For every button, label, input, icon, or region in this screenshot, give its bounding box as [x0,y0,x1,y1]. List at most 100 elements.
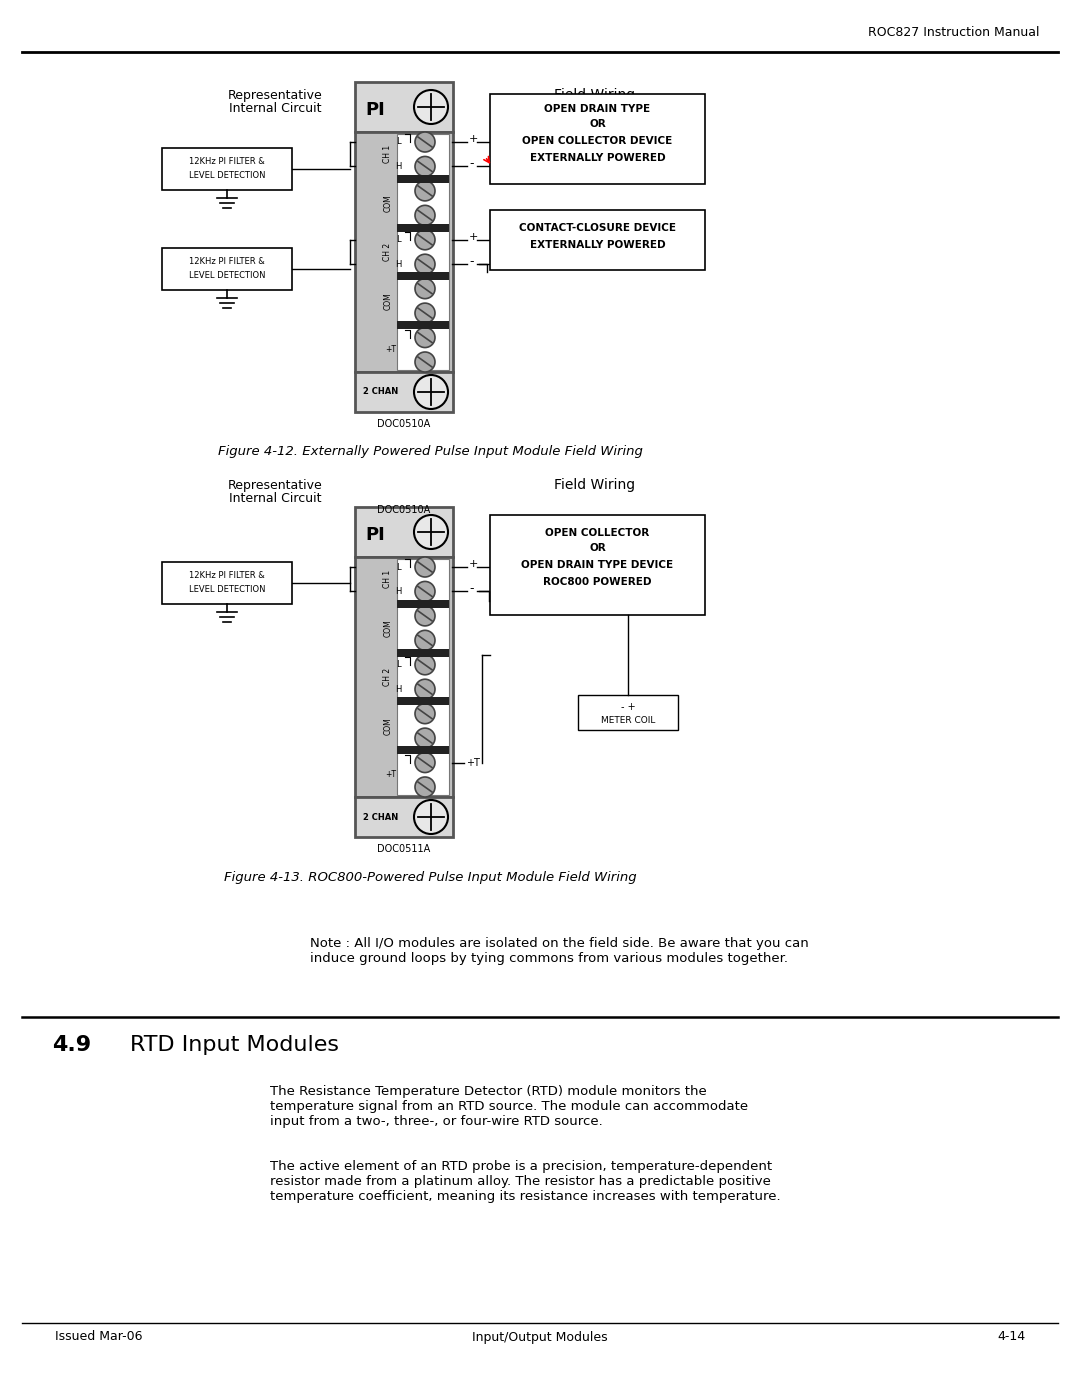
Bar [490,94,705,184]
Bar [397,746,449,754]
Text: L: L [395,661,401,669]
Circle shape [415,777,435,798]
Bar [355,557,453,798]
Text: -: - [469,254,473,268]
Text: 4-14: 4-14 [997,1330,1025,1344]
Text: - +: - + [621,701,635,712]
Text: Field Wiring: Field Wiring [554,88,635,102]
Text: CH 1: CH 1 [383,145,392,163]
Circle shape [414,515,448,549]
Bar [355,798,453,837]
Text: Figure 4-12. Externally Powered Pulse Input Module Field Wiring: Figure 4-12. Externally Powered Pulse In… [217,446,643,458]
Text: Representative: Representative [228,88,322,102]
Circle shape [415,352,435,372]
Text: ROC827 Instruction Manual: ROC827 Instruction Manual [868,25,1040,39]
Text: -: - [469,583,473,595]
Text: Internal Circuit: Internal Circuit [229,102,321,115]
Text: +: + [469,232,478,242]
Text: -: - [469,156,473,170]
Text: CH 2: CH 2 [383,243,392,261]
Text: Figure 4-13. ROC800-Powered Pulse Input Module Field Wiring: Figure 4-13. ROC800-Powered Pulse Input … [224,870,636,883]
Text: L: L [395,563,401,571]
Text: L: L [395,137,401,147]
Bar [397,175,449,183]
Circle shape [415,753,435,773]
Text: 12KHz PI FILTER &: 12KHz PI FILTER & [189,570,265,580]
Text: 2 CHAN: 2 CHAN [363,813,399,821]
Text: H: H [395,260,401,268]
Bar [355,82,453,131]
Text: 2 CHAN: 2 CHAN [363,387,399,397]
Bar [397,559,449,795]
Text: L: L [395,235,401,244]
Circle shape [415,728,435,749]
Bar [397,321,449,330]
Bar [355,507,453,557]
Circle shape [415,156,435,176]
Text: +T: +T [386,345,396,355]
Text: +T: +T [386,770,396,780]
Circle shape [415,606,435,626]
Circle shape [415,581,435,602]
Text: The active element of an RTD probe is a precision, temperature-dependent
resisto: The active element of an RTD probe is a … [270,1160,781,1203]
Text: COM: COM [383,292,392,310]
Text: +: + [469,134,478,144]
Text: LEVEL DETECTION: LEVEL DETECTION [189,271,266,279]
Circle shape [414,89,448,124]
Bar [162,562,292,604]
Circle shape [415,254,435,274]
Text: Note : All I/O modules are isolated on the field side. Be aware that you can
ind: Note : All I/O modules are isolated on t… [310,937,809,965]
Text: 12KHz PI FILTER &: 12KHz PI FILTER & [189,257,265,265]
Text: DOC0510A: DOC0510A [377,504,431,515]
Circle shape [415,180,435,201]
Bar [162,249,292,291]
Text: OPEN COLLECTOR DEVICE: OPEN COLLECTOR DEVICE [523,136,673,147]
Circle shape [415,704,435,724]
Text: DOC0511A: DOC0511A [377,844,431,854]
Text: H: H [395,587,401,597]
Bar [397,648,449,657]
Text: COM: COM [383,619,392,637]
Text: H: H [395,685,401,694]
Text: OPEN DRAIN TYPE: OPEN DRAIN TYPE [544,103,650,115]
Circle shape [414,800,448,834]
Text: OR: OR [589,543,606,553]
Bar [397,599,449,608]
Text: Representative: Representative [228,479,322,492]
Bar [397,272,449,281]
Text: EXTERNALLY POWERED: EXTERNALLY POWERED [529,240,665,250]
Circle shape [415,278,435,299]
Circle shape [415,229,435,250]
Text: OPEN DRAIN TYPE DEVICE: OPEN DRAIN TYPE DEVICE [522,560,674,570]
Circle shape [414,374,448,409]
Text: CH 2: CH 2 [383,668,392,686]
Bar [397,224,449,232]
Text: COM: COM [383,194,392,212]
Bar [490,515,705,615]
Text: LEVEL DETECTION: LEVEL DETECTION [189,584,266,594]
Text: OPEN COLLECTOR: OPEN COLLECTOR [545,528,650,538]
Bar [397,697,449,705]
Text: The Resistance Temperature Detector (RTD) module monitors the
temperature signal: The Resistance Temperature Detector (RTD… [270,1085,748,1127]
Text: CONTACT-CLOSURE DEVICE: CONTACT-CLOSURE DEVICE [519,222,676,233]
Text: EXTERNALLY POWERED: EXTERNALLY POWERED [529,154,665,163]
Bar [162,148,292,190]
Text: RTD Input Modules: RTD Input Modules [130,1035,339,1055]
Bar [578,694,678,729]
Text: Internal Circuit: Internal Circuit [229,492,321,504]
Text: LEVEL DETECTION: LEVEL DETECTION [189,170,266,179]
Text: +: + [469,559,478,569]
Circle shape [415,131,435,152]
Bar [355,372,453,412]
Text: +T: +T [465,757,480,767]
Text: 12KHz PI FILTER &: 12KHz PI FILTER & [189,156,265,165]
Text: PI: PI [365,527,384,543]
Bar [490,210,705,270]
Circle shape [415,630,435,651]
Bar [355,131,453,372]
Circle shape [415,655,435,675]
Text: Field Wiring: Field Wiring [554,478,635,492]
Text: COM: COM [383,717,392,735]
Text: 4.9: 4.9 [52,1035,91,1055]
Text: PI: PI [365,101,384,119]
